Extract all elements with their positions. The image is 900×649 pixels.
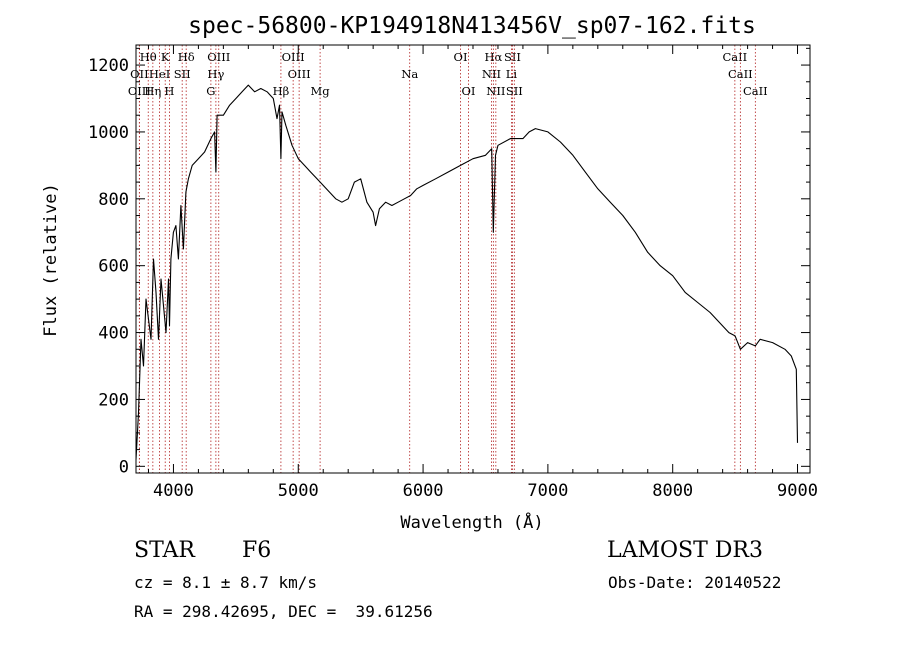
sky-coordinates: RA = 298.42695, DEC = 39.61256: [134, 602, 433, 621]
line-marker-label: Hη: [144, 84, 161, 98]
x-tick-label: 8000: [652, 481, 693, 501]
line-marker-label: G: [206, 84, 215, 98]
spectral-subclass: F6: [242, 538, 272, 563]
line-marker-label: Li: [506, 67, 518, 81]
spectrum-layer: [135, 84, 799, 460]
line-marker-label: Hβ: [273, 84, 290, 98]
line-marker-label: CaII: [743, 84, 768, 98]
line-marker-label: OI: [462, 84, 476, 98]
observation-date: Obs-Date: 20140522: [608, 573, 782, 592]
axis-layer: 4000 5000 6000 7000 8000 9000 0 200 400 600 800 100…: [88, 45, 818, 501]
x-tick-label: 4000: [153, 481, 194, 501]
line-marker-label: CaII: [728, 67, 753, 81]
line-marker-label: SII: [504, 50, 521, 64]
line-marker-label: OIII: [288, 67, 311, 81]
line-marker-label: OIII: [207, 50, 230, 64]
x-tick-label: 7000: [527, 481, 568, 501]
object-class: STAR: [134, 538, 195, 563]
spectrum-chart: spec-56800-KP194918N413456V_sp07-162.fit…: [41, 13, 818, 533]
y-tick-label: 1000: [88, 123, 129, 143]
redshift-velocity: cz = 8.1 ± 8.7 km/s: [134, 573, 318, 592]
x-axis-label: Wavelength (Å): [400, 511, 543, 533]
line-marker-label: NII: [486, 84, 505, 98]
y-tick-label: 0: [119, 457, 129, 477]
x-tick-label: 9000: [777, 481, 818, 501]
line-marker-label: Na: [401, 67, 418, 81]
line-marker-label: Hδ: [178, 50, 195, 64]
line-marker-label: NII: [482, 67, 501, 81]
y-tick-label: 800: [98, 190, 129, 210]
line-marker-label: K: [161, 50, 170, 64]
line-marker-label: CaII: [722, 50, 747, 64]
line-marker-label: OI: [454, 50, 468, 64]
line-marker-label: Hγ: [207, 67, 224, 81]
line-marker-label: Hθ: [140, 50, 157, 64]
survey-name: LAMOST DR3: [607, 538, 763, 563]
line-marker-label: Hα: [484, 50, 502, 64]
line-marker-label: HeI: [149, 67, 170, 81]
chart-title: spec-56800-KP194918N413456V_sp07-162.fit…: [188, 13, 756, 39]
x-tick-label: 5000: [278, 481, 319, 501]
y-tick-label: 600: [98, 257, 129, 277]
line-marker-label: OIII: [128, 84, 151, 98]
spectrum-line: [135, 84, 799, 460]
line-marker-label: OIII: [282, 50, 305, 64]
y-tick-label: 400: [98, 324, 129, 344]
x-tick-label: 6000: [403, 481, 444, 501]
plot-frame: [135, 44, 811, 474]
y-tick-label: 1200: [88, 56, 129, 76]
line-marker-label: H: [164, 84, 174, 98]
line-marker-label: SII: [174, 67, 191, 81]
y-axis-label: Flux (relative): [41, 183, 61, 337]
line-marker-label: SII: [506, 84, 523, 98]
y-tick-label: 200: [98, 390, 129, 410]
line-marker-label: Mg: [311, 84, 331, 98]
